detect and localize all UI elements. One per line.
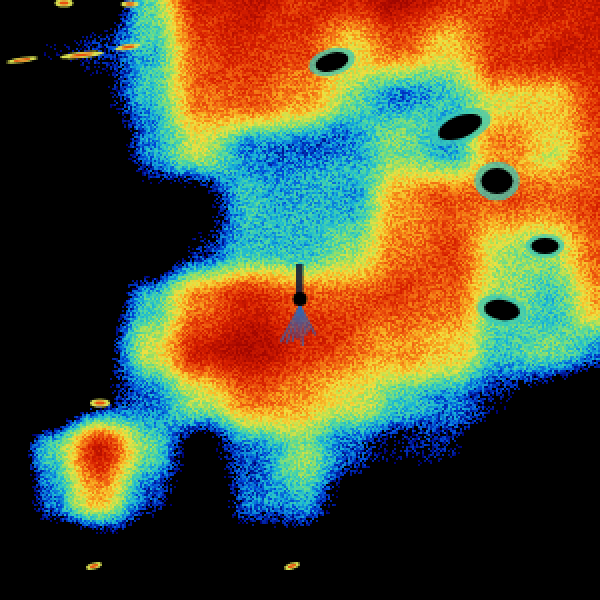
radar-display [0, 0, 600, 600]
radar-reflectivity-image [0, 0, 600, 600]
